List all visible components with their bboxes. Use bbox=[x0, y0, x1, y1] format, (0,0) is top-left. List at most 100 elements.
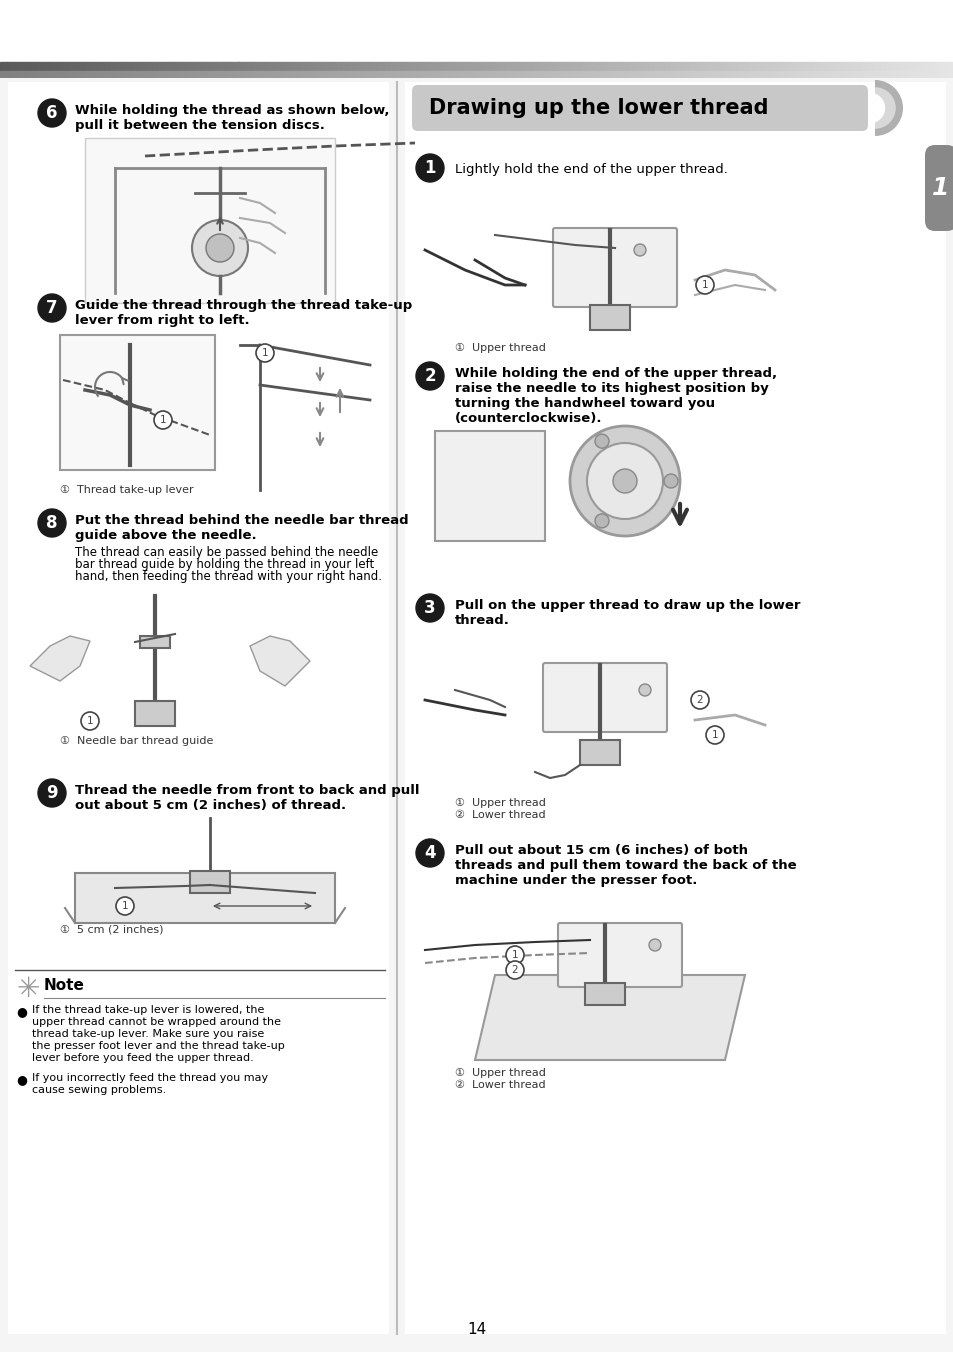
Bar bbox=[108, 62, 112, 70]
Bar bbox=[718, 62, 721, 70]
Bar bbox=[641, 62, 645, 70]
Bar bbox=[136, 70, 140, 78]
Bar bbox=[365, 62, 369, 70]
Bar bbox=[883, 70, 886, 78]
Bar bbox=[8, 82, 389, 1334]
Bar bbox=[48, 62, 51, 70]
Bar bbox=[102, 70, 105, 78]
Bar bbox=[105, 70, 108, 78]
Bar bbox=[467, 62, 470, 70]
Bar bbox=[803, 62, 807, 70]
Bar bbox=[870, 62, 874, 70]
Bar bbox=[102, 62, 105, 70]
Bar bbox=[578, 62, 581, 70]
Bar bbox=[918, 70, 922, 78]
Bar bbox=[632, 70, 636, 78]
Bar bbox=[22, 70, 26, 78]
Bar bbox=[400, 70, 403, 78]
Bar bbox=[864, 62, 867, 70]
Bar bbox=[565, 70, 569, 78]
Bar bbox=[931, 62, 934, 70]
FancyBboxPatch shape bbox=[553, 228, 677, 307]
Bar bbox=[264, 62, 267, 70]
Bar bbox=[226, 62, 229, 70]
Bar bbox=[219, 62, 222, 70]
Circle shape bbox=[192, 220, 248, 276]
Text: Pull out about 15 cm (6 inches) of both: Pull out about 15 cm (6 inches) of both bbox=[455, 844, 747, 857]
Bar bbox=[521, 70, 524, 78]
Bar bbox=[92, 62, 95, 70]
Bar bbox=[397, 62, 400, 70]
Bar bbox=[696, 70, 699, 78]
Bar bbox=[829, 62, 832, 70]
Bar bbox=[546, 70, 550, 78]
Bar bbox=[7, 70, 10, 78]
Bar bbox=[912, 62, 915, 70]
Bar bbox=[941, 70, 943, 78]
Bar bbox=[781, 70, 784, 78]
FancyBboxPatch shape bbox=[924, 145, 953, 231]
Text: ①  Thread take-up lever: ① Thread take-up lever bbox=[60, 485, 193, 495]
Bar bbox=[426, 62, 429, 70]
Bar bbox=[696, 62, 699, 70]
FancyBboxPatch shape bbox=[412, 85, 867, 131]
Bar bbox=[289, 62, 293, 70]
Bar bbox=[807, 70, 810, 78]
Bar bbox=[455, 70, 457, 78]
Bar bbox=[855, 70, 858, 78]
Circle shape bbox=[38, 293, 66, 322]
Bar bbox=[677, 70, 679, 78]
Bar bbox=[276, 62, 279, 70]
Bar bbox=[251, 70, 254, 78]
Bar bbox=[584, 70, 588, 78]
Bar bbox=[331, 62, 334, 70]
Bar bbox=[60, 70, 64, 78]
Bar bbox=[934, 70, 937, 78]
Bar bbox=[508, 70, 512, 78]
Bar bbox=[143, 70, 146, 78]
Bar bbox=[864, 70, 867, 78]
Bar bbox=[257, 62, 260, 70]
Bar bbox=[302, 70, 305, 78]
Bar bbox=[505, 70, 508, 78]
Bar bbox=[241, 70, 245, 78]
Circle shape bbox=[663, 475, 678, 488]
Bar bbox=[543, 70, 546, 78]
Bar bbox=[336, 70, 340, 78]
Bar bbox=[7, 62, 10, 70]
Bar bbox=[540, 62, 543, 70]
Bar bbox=[29, 70, 31, 78]
Circle shape bbox=[613, 469, 637, 493]
Text: Put the thread behind the needle bar thread: Put the thread behind the needle bar thr… bbox=[75, 514, 408, 527]
Circle shape bbox=[648, 940, 660, 950]
Bar bbox=[372, 70, 375, 78]
Bar bbox=[86, 62, 89, 70]
Bar bbox=[496, 70, 498, 78]
Bar bbox=[537, 70, 540, 78]
Bar bbox=[629, 70, 632, 78]
Bar bbox=[581, 70, 584, 78]
Bar bbox=[331, 70, 334, 78]
Bar bbox=[476, 62, 479, 70]
Bar bbox=[279, 62, 283, 70]
Bar bbox=[327, 70, 331, 78]
Bar bbox=[841, 62, 845, 70]
Bar bbox=[502, 62, 505, 70]
Bar bbox=[505, 62, 508, 70]
Bar bbox=[867, 70, 870, 78]
Bar bbox=[362, 62, 365, 70]
Bar bbox=[724, 62, 727, 70]
Text: 8: 8 bbox=[46, 514, 58, 531]
Bar bbox=[724, 70, 727, 78]
Bar bbox=[784, 70, 788, 78]
Bar bbox=[581, 62, 584, 70]
Bar bbox=[241, 62, 245, 70]
Bar bbox=[553, 70, 556, 78]
Bar bbox=[474, 62, 476, 70]
Bar bbox=[79, 70, 83, 78]
Text: The thread can easily be passed behind the needle: The thread can easily be passed behind t… bbox=[75, 546, 377, 558]
Bar bbox=[264, 70, 267, 78]
Text: If the thread take-up lever is lowered, the: If the thread take-up lever is lowered, … bbox=[32, 1005, 264, 1015]
Bar bbox=[190, 871, 230, 894]
Bar bbox=[946, 62, 950, 70]
